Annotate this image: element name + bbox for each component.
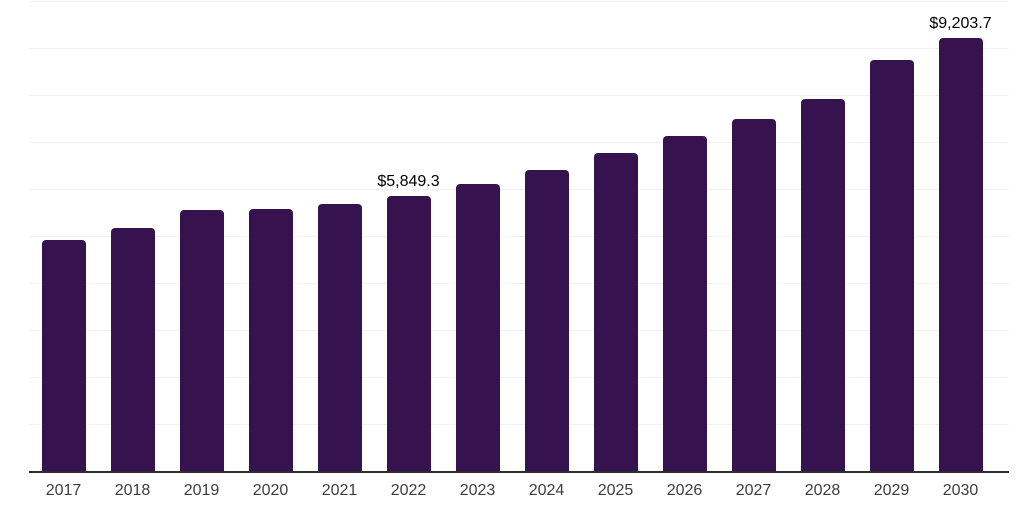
plot-area: $5,849.3 $9,203.7 [29,1,1009,471]
gridline [29,189,1009,190]
bar-band-2017 [29,1,98,471]
x-tick-label-2022: 2022 [390,482,427,499]
bar-band-2027 [719,1,788,471]
x-tick-label-2020: 2020 [252,482,289,499]
x-tick-label-2017: 2017 [45,482,82,499]
bar-band-2020 [236,1,305,471]
x-tick-label-2029: 2029 [873,482,910,499]
x-tick-label-2024: 2024 [528,482,565,499]
gridline [29,48,1009,49]
bar-2017 [41,240,86,471]
bar-2020 [248,208,293,471]
bar-band-2024 [512,1,581,471]
bar-band-2022: $5,849.3 [374,1,443,471]
gridlines [29,1,1009,471]
bar-2027 [731,118,776,471]
bar-2019 [179,210,224,471]
bar-band-2021 [305,1,374,471]
data-label-2022: $5,849.3 [377,173,440,191]
x-axis-tick-labels: 2017 2018 2019 2020 2021 2022 2023 2024 2025 2026… [29,482,995,500]
bar-2021 [317,204,362,471]
bar-band-2023 [443,1,512,471]
gridline [29,95,1009,96]
x-axis-line [29,470,1009,473]
x-tick-label-2019: 2019 [183,482,220,499]
gridline [29,424,1009,425]
bar-2023 [455,183,500,471]
gridline [29,236,1009,237]
bar-2030 [938,38,983,471]
bar-band-2028 [788,1,857,471]
x-tick-label-2027: 2027 [735,482,772,499]
bar-2018 [110,228,155,471]
gridline [29,330,1009,331]
bar-band-2026 [650,1,719,471]
bar-band-2025 [581,1,650,471]
bars-row: $5,849.3 $9,203.7 [29,1,995,471]
x-tick-label-2018: 2018 [114,482,151,499]
x-tick-label-2025: 2025 [597,482,634,499]
bar-band-2029 [857,1,926,471]
bar-2022 [386,196,431,471]
gridline [29,142,1009,143]
x-tick-label-2026: 2026 [666,482,703,499]
bar-2029 [869,59,914,471]
gridline [29,377,1009,378]
data-label-2030: $9,203.7 [929,15,992,33]
x-tick-label-2021: 2021 [321,482,358,499]
bar-band-2019 [167,1,236,471]
x-tick-label-2028: 2028 [804,482,841,499]
gridline [29,283,1009,284]
bar-2026 [662,135,707,471]
x-tick-label-2023: 2023 [459,482,496,499]
bar-band-2030: $9,203.7 [926,1,995,471]
bar-2028 [800,99,845,471]
bar-band-2018 [98,1,167,471]
bar-2024 [524,170,569,471]
bar-2025 [593,152,638,471]
gridline [29,1,1009,2]
x-tick-label-2030: 2030 [942,482,979,499]
